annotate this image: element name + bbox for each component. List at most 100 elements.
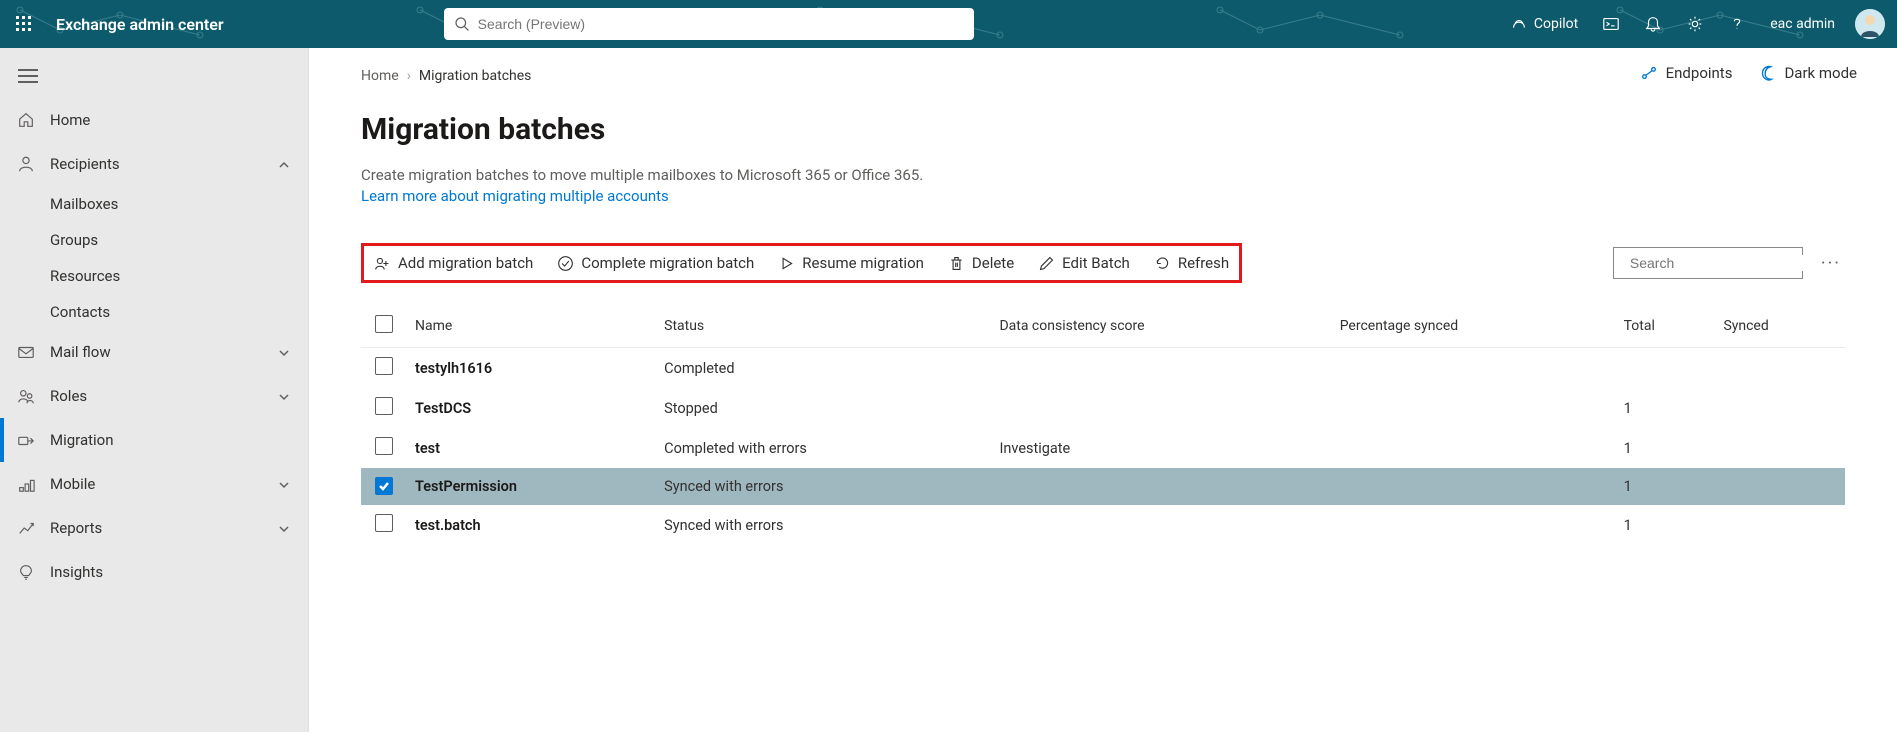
breadcrumb-home[interactable]: Home	[361, 68, 399, 84]
edit-label: Edit Batch	[1062, 254, 1130, 272]
darkmode-label: Dark mode	[1784, 64, 1857, 82]
row-checkbox[interactable]	[375, 514, 393, 532]
nav-mailflow[interactable]: Mail flow	[0, 330, 308, 374]
nav-roles[interactable]: Roles	[0, 374, 308, 418]
col-dcs[interactable]: Data consistency score	[991, 305, 1331, 348]
nav-migration-label: Migration	[50, 431, 292, 449]
check-circle-icon	[557, 255, 574, 272]
cell-status: Stopped	[656, 388, 991, 428]
mail-icon	[17, 343, 35, 361]
copilot-label: Copilot	[1534, 16, 1578, 32]
bell-icon	[1644, 15, 1662, 33]
nav-toggle-button[interactable]	[0, 54, 308, 98]
brand-title: Exchange admin center	[56, 15, 224, 34]
avatar-icon	[1855, 9, 1885, 39]
copilot-button[interactable]: Copilot	[1498, 0, 1590, 48]
moon-icon	[1758, 64, 1776, 82]
nav-roles-label: Roles	[50, 387, 264, 405]
table-row[interactable]: testCompleted with errorsInvestigate1	[361, 428, 1845, 468]
search-icon	[454, 16, 470, 32]
nav-groups[interactable]: Groups	[0, 222, 308, 258]
nav-insights-label: Insights	[50, 563, 292, 581]
nav-recipients-label: Recipients	[50, 155, 264, 173]
nav-contacts[interactable]: Contacts	[0, 294, 308, 330]
app-launcher-button[interactable]	[0, 0, 48, 48]
endpoints-label: Endpoints	[1666, 64, 1733, 82]
nav-mailflow-label: Mail flow	[50, 343, 264, 361]
migration-icon	[17, 431, 35, 449]
table-search[interactable]	[1613, 247, 1803, 279]
edit-batch-button[interactable]: Edit Batch	[1038, 254, 1130, 272]
col-pct[interactable]: Percentage synced	[1332, 305, 1616, 348]
command-bar-highlighted: Add migration batch Complete migration b…	[361, 243, 1242, 283]
table-row[interactable]: test.batchSynced with errors1	[361, 505, 1845, 545]
cell-synced	[1715, 468, 1845, 505]
cell-total: 1	[1616, 505, 1716, 545]
top-bar: Exchange admin center Copilot eac admin	[0, 0, 1897, 48]
resume-migration-button[interactable]: Resume migration	[778, 254, 924, 272]
migration-batches-table: Name Status Data consistency score Perce…	[361, 305, 1845, 545]
nav-mobile[interactable]: Mobile	[0, 462, 308, 506]
settings-button[interactable]	[1674, 0, 1716, 48]
notifications-button[interactable]	[1632, 0, 1674, 48]
cell-pct	[1332, 468, 1616, 505]
nav-reports[interactable]: Reports	[0, 506, 308, 550]
command-bar-right: ···	[1613, 247, 1845, 279]
avatar[interactable]	[1855, 9, 1885, 39]
add-migration-batch-button[interactable]: Add migration batch	[374, 254, 533, 272]
add-people-icon	[374, 255, 391, 272]
complete-migration-batch-button[interactable]: Complete migration batch	[557, 254, 754, 272]
waffle-icon	[16, 16, 32, 32]
select-all-checkbox[interactable]	[375, 315, 393, 333]
nav-resources[interactable]: Resources	[0, 258, 308, 294]
nav-mailboxes[interactable]: Mailboxes	[0, 186, 308, 222]
account-button[interactable]: eac admin	[1758, 0, 1847, 48]
cell-total: 1	[1616, 388, 1716, 428]
cell-synced	[1715, 428, 1845, 468]
global-search-input[interactable]	[478, 16, 964, 32]
cell-synced	[1715, 388, 1845, 428]
learn-more-link[interactable]: Learn more about migrating multiple acco…	[361, 187, 669, 205]
help-button[interactable]	[1716, 0, 1758, 48]
chevron-up-icon	[278, 159, 290, 171]
more-actions-button[interactable]: ···	[1817, 253, 1845, 274]
global-search[interactable]	[444, 8, 974, 40]
table-row[interactable]: TestDCSStopped1	[361, 388, 1845, 428]
pencil-icon	[1038, 255, 1055, 272]
endpoints-button[interactable]: Endpoints	[1640, 64, 1733, 82]
shell-button[interactable]	[1590, 0, 1632, 48]
cell-dcs	[991, 388, 1331, 428]
nav-recipients[interactable]: Recipients	[0, 142, 308, 186]
row-checkbox[interactable]	[375, 357, 393, 375]
cell-dcs	[991, 505, 1331, 545]
refresh-button[interactable]: Refresh	[1154, 254, 1229, 272]
main-content: Endpoints Dark mode Home › Migration bat…	[309, 48, 1897, 732]
cell-status: Completed	[656, 348, 991, 389]
cell-status: Synced with errors	[656, 505, 991, 545]
shell: Home Recipients Mailboxes Groups Resourc…	[0, 48, 1897, 732]
refresh-icon	[1154, 255, 1171, 272]
nav-insights[interactable]: Insights	[0, 550, 308, 594]
row-checkbox[interactable]	[375, 437, 393, 455]
nav-migration[interactable]: Migration	[0, 418, 308, 462]
table-search-input[interactable]	[1630, 255, 1811, 271]
table-row[interactable]: testylh1616Completed	[361, 348, 1845, 389]
col-name[interactable]: Name	[407, 305, 656, 348]
row-checkbox[interactable]	[375, 397, 393, 415]
nav-mobile-label: Mobile	[50, 475, 264, 493]
account-name: eac admin	[1770, 16, 1835, 32]
darkmode-button[interactable]: Dark mode	[1758, 64, 1857, 82]
mobile-icon	[17, 475, 35, 493]
col-synced[interactable]: Synced	[1715, 305, 1845, 348]
delete-button[interactable]: Delete	[948, 254, 1014, 272]
col-total[interactable]: Total	[1616, 305, 1716, 348]
insights-icon	[17, 563, 35, 581]
row-checkbox[interactable]	[375, 477, 393, 495]
table-body: testylh1616CompletedTestDCSStopped1testC…	[361, 348, 1845, 546]
copilot-icon	[1510, 15, 1528, 33]
col-status[interactable]: Status	[656, 305, 991, 348]
person-icon	[17, 155, 35, 173]
table-row[interactable]: TestPermissionSynced with errors1	[361, 468, 1845, 505]
nav-home[interactable]: Home	[0, 98, 308, 142]
cell-dcs	[991, 348, 1331, 389]
